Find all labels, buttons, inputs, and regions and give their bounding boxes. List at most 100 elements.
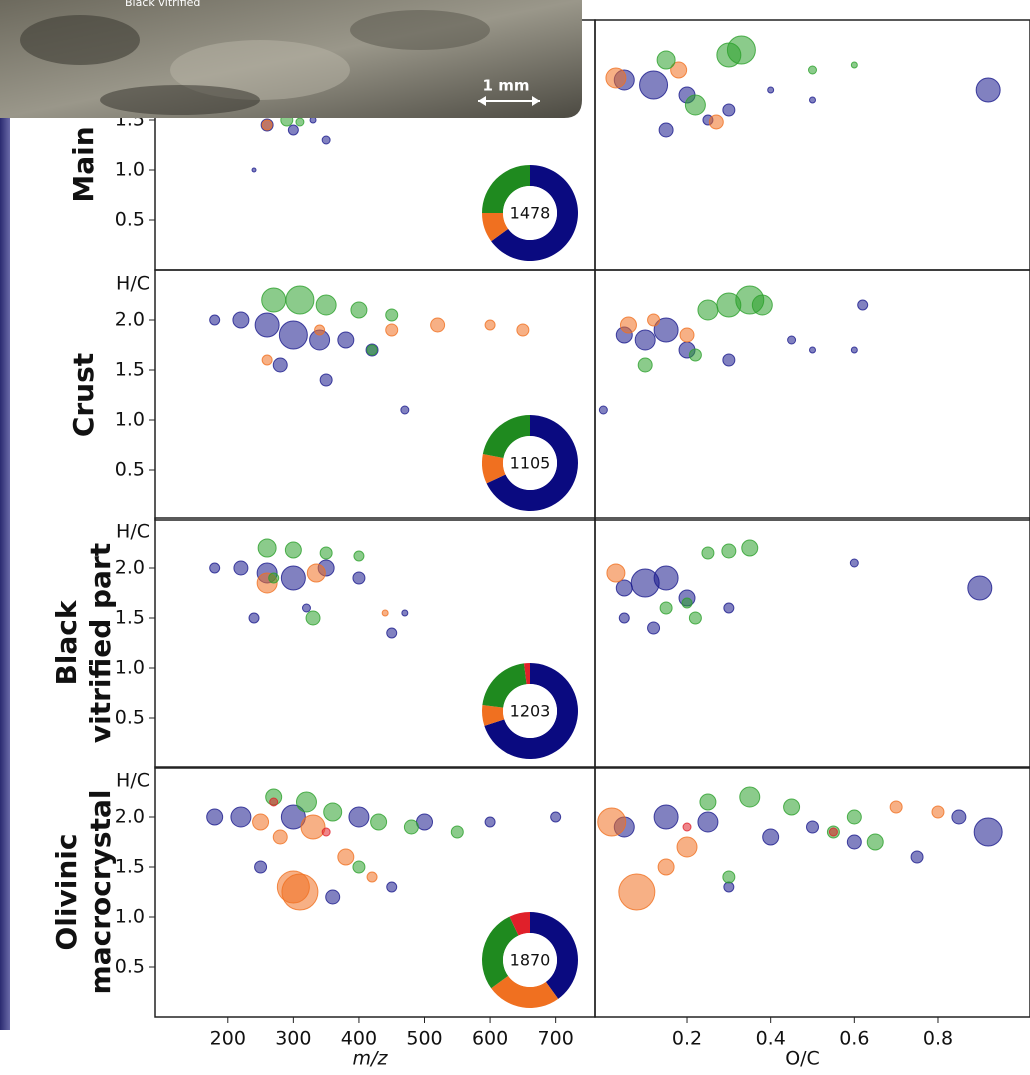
bubble (722, 103, 736, 117)
bubble (751, 294, 773, 316)
donut-slice (482, 663, 527, 708)
bubble (653, 565, 679, 591)
bubble (866, 833, 884, 851)
bubble (699, 793, 717, 811)
donut-total: 1203 (510, 702, 551, 721)
bubble (550, 811, 562, 823)
bubble (762, 828, 780, 846)
bubble (697, 299, 719, 321)
y-tick-label: 1.5 (115, 359, 145, 381)
bubble (597, 807, 627, 837)
bubble (658, 122, 674, 138)
texture (170, 40, 350, 100)
bubble (857, 299, 869, 311)
bubble (722, 870, 736, 884)
panel-frame (594, 517, 1030, 769)
y-tick-label: 0.5 (115, 956, 145, 978)
donut-slice (482, 454, 506, 484)
bubble (809, 346, 816, 354)
bubble (306, 563, 326, 583)
photo: Black vitrified 1 mm (0, 0, 582, 118)
bubble (321, 135, 331, 145)
y-tick-label: 1.0 (115, 409, 145, 431)
x-tick-label: 0.8 (923, 1028, 953, 1050)
bubble (682, 822, 692, 832)
panel-frame (594, 766, 1030, 1018)
bubble (739, 786, 761, 808)
bubble (280, 804, 306, 830)
x-tick-label: 300 (275, 1028, 311, 1050)
bubble (849, 558, 859, 568)
donut-slice (482, 213, 509, 242)
x-tick-label: 500 (406, 1028, 442, 1050)
bubble (254, 312, 280, 338)
bubble (385, 323, 399, 337)
bubble (889, 800, 903, 814)
x-axis-label: m/z (353, 1048, 389, 1070)
bubble (401, 609, 409, 617)
bubble (206, 808, 224, 826)
bubble (416, 813, 434, 831)
bubble (806, 820, 819, 834)
bubble (295, 117, 305, 127)
bubble (337, 331, 355, 349)
x-tick-label: 0.2 (672, 1028, 702, 1050)
bubble (403, 819, 419, 835)
bubble (278, 320, 308, 350)
bubble (366, 871, 378, 883)
bubble (657, 858, 675, 876)
bubble (352, 860, 366, 874)
y-tick-label: 2.0 (115, 806, 145, 828)
bubble (767, 86, 775, 94)
donut-slice (482, 704, 505, 726)
bubble (783, 798, 801, 816)
bubble (386, 627, 398, 639)
bubble (251, 167, 257, 173)
bubble (634, 329, 656, 351)
bubble (350, 301, 368, 319)
bubble (268, 572, 280, 584)
donut-slice (482, 165, 530, 213)
bubble (618, 873, 656, 911)
donut-hole (503, 684, 557, 738)
donut-slice (530, 912, 579, 999)
bubble (516, 323, 530, 337)
bubble (321, 827, 331, 837)
bubbles (206, 788, 562, 911)
bubble (352, 571, 366, 585)
bubble (257, 538, 277, 558)
bubble (722, 353, 736, 367)
bubble (269, 797, 279, 807)
y-axis-label: H/C (116, 521, 150, 543)
x-tick-label: 700 (538, 1028, 574, 1050)
bubble (272, 829, 288, 845)
bubble (681, 597, 693, 609)
bubble (285, 285, 315, 315)
donut-slice (523, 663, 530, 685)
bubble (484, 816, 496, 828)
donut-slice (484, 663, 579, 759)
bubble (400, 405, 410, 415)
y-tick-label: 2.0 (115, 309, 145, 331)
bubble (975, 77, 1001, 103)
bubble (381, 609, 389, 617)
bubble (653, 804, 679, 830)
bubble (314, 324, 326, 336)
bubble (370, 813, 388, 831)
donut-hole (503, 186, 557, 240)
bubble (809, 96, 816, 104)
donut-slice (482, 415, 530, 458)
bubble (430, 317, 446, 333)
bubble (337, 848, 355, 866)
y-tick-label: 0.5 (115, 209, 145, 231)
bubble (647, 621, 661, 635)
bubble (272, 357, 288, 373)
bubbles (209, 285, 530, 415)
donut-total: 1478 (510, 204, 551, 223)
x-tick-label: 600 (472, 1028, 508, 1050)
bubble (348, 806, 370, 828)
bubble (319, 546, 333, 560)
y-tick-label: 0.5 (115, 459, 145, 481)
bubble (209, 314, 221, 326)
row-label: Crust (67, 353, 100, 437)
